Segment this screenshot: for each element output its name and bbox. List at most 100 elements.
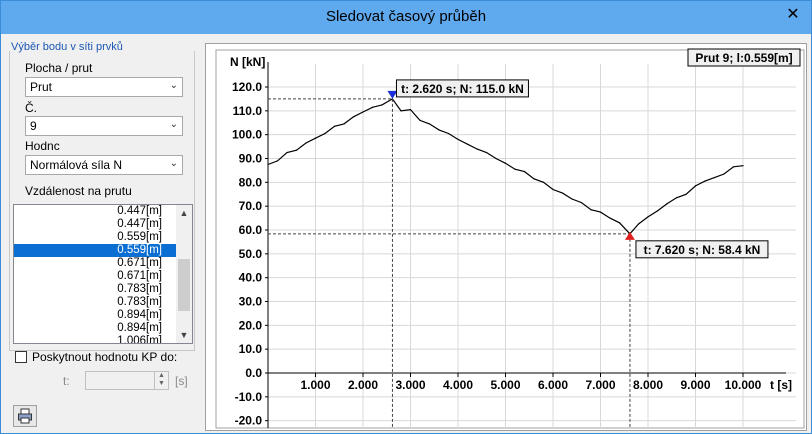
cislo-combo[interactable]: 9 ⌄ (25, 116, 183, 136)
list-item[interactable]: 1.006[m] (117, 335, 162, 344)
scroll-up-icon[interactable]: ▲ (179, 208, 189, 218)
data-point (704, 180, 706, 182)
plot-border (215, 49, 805, 429)
y-tick-label: 100.0 (232, 128, 262, 142)
data-point (476, 148, 478, 150)
list-item[interactable]: 0.559[m] (14, 244, 192, 257)
data-point (552, 188, 554, 191)
data-point (618, 222, 621, 224)
y-tick-label: 50.0 (239, 247, 263, 261)
distance-list[interactable]: 0.447[m] 0.447[m] 0.559[m] 0.559[m] 0.671[m]… (13, 204, 193, 344)
t-input[interactable]: ▲ ▼ (85, 371, 169, 390)
close-icon: ✕ (786, 6, 800, 23)
plocha-combo[interactable]: Prut ⌄ (25, 77, 183, 97)
data-point (276, 160, 279, 162)
data-point (609, 217, 611, 219)
min_marker-label: t: 7.620 s; N: 58.4 kN (644, 243, 761, 257)
data-point (428, 123, 431, 125)
time-history-chart: 120.0 110.0 100.0 90.0 80.0 70.0 60.0 50.0 40.0 3… (215, 48, 805, 429)
list-item[interactable]: 0.894[m] (117, 322, 162, 334)
data-point (466, 143, 469, 145)
data-point (533, 178, 535, 180)
legend-label: Prut 9; l:0.559[m] (695, 51, 792, 65)
data-point (571, 198, 573, 200)
y-tick-label: 20.0 (239, 318, 263, 332)
x-tick-label: 10.000 (725, 378, 762, 392)
list-item[interactable]: 0.447[m] (117, 218, 162, 230)
max_marker-label-box (395, 79, 529, 98)
print-button[interactable] (13, 405, 37, 427)
t-unit: [s] (175, 374, 188, 388)
data-point (542, 181, 545, 183)
hodnota-value: Normálová síla N (30, 158, 123, 172)
max_marker-label: t: 2.620 s; N: 115.0 kN (401, 82, 524, 96)
x-tick-label: 5.000 (490, 378, 520, 392)
spin-arrows-icon[interactable]: ▲ ▼ (154, 372, 168, 389)
y-tick-label: 110.0 (233, 104, 263, 118)
scroll-down-icon[interactable]: ▼ (179, 330, 189, 340)
legend-box (687, 48, 801, 67)
data-point (647, 216, 649, 218)
provide-value-option[interactable]: Poskytnout hodnotu KP do: (15, 350, 177, 364)
y-tick-label: 0.0 (245, 366, 262, 380)
data-point (295, 149, 298, 151)
data-point (447, 132, 450, 135)
data-point (409, 109, 412, 111)
printer-icon (18, 408, 32, 424)
chart-area: 120.0 110.0 100.0 90.0 80.0 70.0 60.0 50.0 40.0 3… (205, 43, 807, 431)
data-point (599, 211, 602, 213)
data-point (742, 165, 744, 167)
t-label: t: (63, 374, 70, 388)
data-point (523, 171, 526, 173)
min_marker-label-box (635, 240, 769, 259)
close-button[interactable]: ✕ (779, 3, 807, 25)
data-point (580, 201, 583, 204)
data-point (438, 129, 440, 131)
data-point (352, 116, 355, 118)
y-tick-label: -20.0 (235, 414, 263, 428)
list-item[interactable]: 0.783[m] (117, 283, 162, 295)
x-tick-label: 6.000 (538, 378, 568, 392)
window-title: Sledovat časový průběh (325, 8, 487, 25)
data-point (286, 151, 288, 154)
hodnota-combo[interactable]: Normálová síla N ⌄ (25, 155, 183, 175)
checkbox-label: Poskytnout hodnotu KP do: (32, 350, 178, 364)
scroll-thumb[interactable] (178, 259, 190, 311)
list-scrollbar[interactable]: ▲ ▼ (176, 205, 192, 343)
distance-label: Vzdálenost na prutu (25, 184, 132, 198)
data-point (314, 137, 317, 139)
list-item[interactable]: 0.671[m] (117, 270, 162, 282)
x-tick-label: 2.000 (348, 378, 378, 392)
data-point (400, 110, 402, 112)
provide-value-checkbox[interactable] (15, 351, 27, 363)
y-tick-label: 120.0 (232, 80, 262, 94)
y-tick-label: -10.0 (235, 390, 263, 404)
title-bar: Sledovat časový průběh ✕ (1, 1, 811, 34)
min_marker-marker (624, 231, 635, 240)
list-item[interactable]: 0.894[m] (117, 309, 162, 321)
data-point (343, 123, 345, 125)
data-point (381, 104, 383, 106)
data-point (324, 132, 326, 135)
plocha-value: Prut (30, 80, 53, 94)
y-axis-label: N [kN] (230, 55, 265, 69)
x-tick-label: 8.000 (633, 378, 663, 392)
list-item[interactable]: 0.671[m] (117, 257, 162, 269)
y-tick-label: 70.0 (239, 199, 263, 213)
max_marker-marker (387, 90, 398, 99)
data-point (694, 185, 697, 187)
list-item[interactable]: 0.783[m] (117, 296, 162, 308)
x-tick-label: 1.000 (300, 378, 330, 392)
data-point (666, 203, 668, 205)
y-tick-label: 80.0 (239, 175, 263, 189)
x-tick-label: 3.000 (395, 378, 425, 392)
list-item[interactable]: 0.447[m] (117, 205, 162, 217)
list-item[interactable]: 0.559[m] (117, 231, 162, 243)
data-point (485, 151, 488, 154)
cislo-label: Č. (25, 101, 37, 115)
point-selection-panel: Výběr bodu v síti prvků Plocha / prut Pr… (9, 41, 195, 431)
data-point (457, 138, 459, 141)
data-point (561, 192, 564, 194)
y-tick-label: 60.0 (239, 223, 263, 237)
data-point (371, 106, 374, 108)
